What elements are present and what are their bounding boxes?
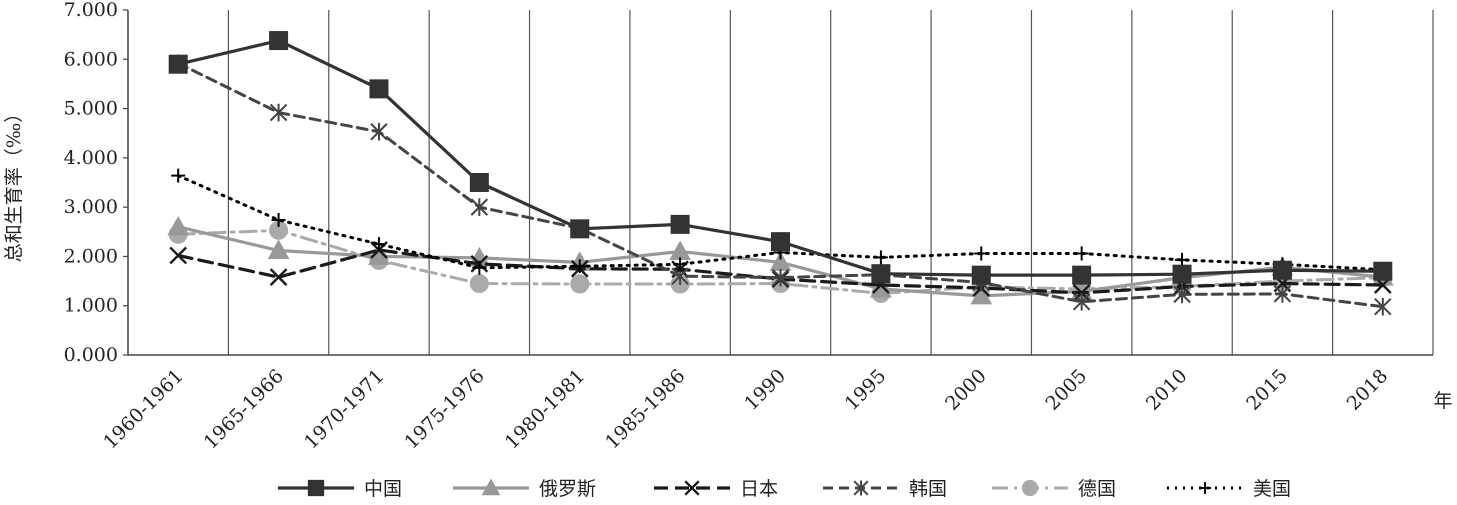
x-tick-label: 1990 bbox=[740, 365, 790, 415]
marker-circle bbox=[570, 274, 590, 294]
series-0 bbox=[168, 31, 1393, 285]
marker-square bbox=[570, 219, 590, 239]
marker-square bbox=[1272, 260, 1292, 280]
marker-square bbox=[269, 31, 289, 51]
y-tick-labels: 0.000 1.000 2.000 3.000 4.000 5.000 6.000 7.000 bbox=[64, 0, 118, 366]
legend-label: 中国 bbox=[364, 478, 402, 500]
x-tick-label: 2005 bbox=[1041, 365, 1091, 415]
x-tick-label: 1970-1971 bbox=[300, 365, 388, 453]
marker-triangle bbox=[167, 215, 190, 236]
legend-label: 俄罗斯 bbox=[539, 478, 596, 500]
marker-square bbox=[369, 79, 389, 99]
y-tick-label: 6.000 bbox=[64, 48, 118, 70]
marker-square bbox=[168, 54, 188, 74]
x-tick-label: 2010 bbox=[1142, 365, 1192, 415]
marker-triangle bbox=[481, 478, 501, 496]
marker-square bbox=[1373, 261, 1393, 281]
marker-triangle bbox=[267, 239, 290, 260]
y-tick-label: 4.000 bbox=[64, 147, 118, 169]
legend-item: 美国 bbox=[1167, 478, 1291, 500]
legend-label: 美国 bbox=[1253, 478, 1291, 500]
y-tick-label: 1.000 bbox=[64, 295, 118, 317]
x-tick-label: 2000 bbox=[941, 365, 991, 415]
y-axis-label: 总和生育率（‰） bbox=[3, 104, 25, 263]
marker-x bbox=[169, 246, 188, 265]
series-lines bbox=[167, 31, 1394, 316]
marker-square bbox=[1072, 265, 1092, 285]
marker-square bbox=[871, 264, 891, 284]
vertical-gridlines bbox=[127, 10, 1434, 355]
x-tick-label: 1960-1961 bbox=[99, 365, 187, 453]
legend-label: 日本 bbox=[740, 478, 778, 500]
y-tick-label: 3.000 bbox=[64, 196, 118, 218]
x-tick-label: 1965-1966 bbox=[200, 365, 288, 453]
marker-circle bbox=[469, 274, 489, 294]
legend-label: 德国 bbox=[1078, 478, 1116, 500]
marker-x bbox=[269, 268, 288, 286]
x-tick-label: 1985-1986 bbox=[601, 365, 689, 453]
legend: 中国 俄罗斯 日本 韩国 德国 美国 bbox=[278, 478, 1291, 500]
marker-square bbox=[670, 214, 690, 234]
x-axis-unit: 年 bbox=[1433, 390, 1452, 412]
marker-x bbox=[684, 480, 700, 496]
marker-square bbox=[307, 479, 325, 497]
marker-square bbox=[771, 232, 790, 252]
legend-label: 韩国 bbox=[909, 478, 947, 500]
marker-circle bbox=[1021, 479, 1039, 497]
marker-triangle bbox=[970, 284, 993, 305]
marker-square bbox=[971, 265, 991, 285]
legend-item: 韩国 bbox=[823, 478, 947, 500]
y-tick-label: 5.000 bbox=[64, 98, 118, 120]
marker-triangle bbox=[870, 277, 892, 298]
marker-square bbox=[1172, 264, 1192, 284]
x-tick-labels: 1960-1961 1965-1966 1970-1971 1975-1976 1980… bbox=[99, 365, 1392, 453]
y-tick-label: 0.000 bbox=[64, 344, 118, 366]
legend-item: 日本 bbox=[654, 478, 778, 500]
legend-item: 中国 bbox=[278, 478, 402, 500]
x-tick-label: 1975-1976 bbox=[400, 365, 488, 453]
legend-item: 德国 bbox=[992, 478, 1116, 500]
x-tick-label: 2018 bbox=[1343, 365, 1393, 415]
x-tick-label: 2015 bbox=[1242, 365, 1292, 415]
y-tick-label: 2.000 bbox=[64, 245, 118, 267]
y-tick-label: 7.000 bbox=[64, 0, 118, 21]
x-tick-label: 1980-1981 bbox=[501, 365, 589, 453]
x-tick-label: 1995 bbox=[841, 365, 891, 415]
marker-x bbox=[1072, 284, 1091, 302]
marker-square bbox=[469, 173, 489, 192]
axes bbox=[123, 9, 1433, 356]
legend-item: 俄罗斯 bbox=[453, 478, 596, 500]
marker-triangle bbox=[669, 240, 691, 260]
